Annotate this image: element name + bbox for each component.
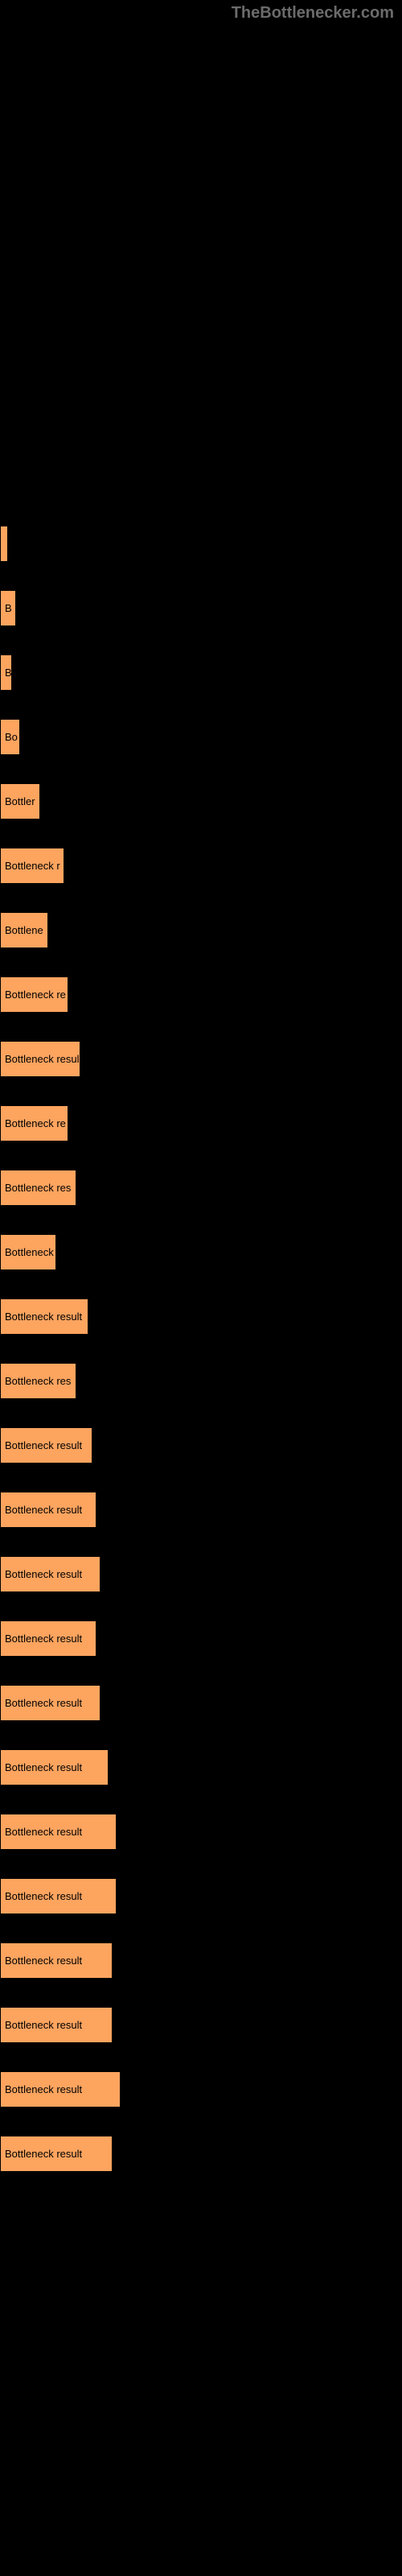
- bar-row: Bottleneck result: [0, 1749, 402, 1785]
- bar-row: Bottleneck re: [0, 1105, 402, 1141]
- bar-row: Bottleneck: [0, 1234, 402, 1270]
- bar: Bottleneck r: [0, 848, 64, 884]
- bar: Bottleneck res: [0, 1363, 76, 1399]
- bar: Bottleneck result: [0, 2007, 113, 2043]
- bar-chart: BB Bo Bottler Bottleneck r Bottlene Bottlenec…: [0, 518, 402, 2208]
- bar: Bottlene: [0, 912, 48, 948]
- bar-row: Bottleneck result: [0, 2136, 402, 2172]
- bar-row: Bottler: [0, 783, 402, 819]
- bar-row: Bottleneck result: [0, 1878, 402, 1914]
- bar-row: Bottleneck resul: [0, 1041, 402, 1077]
- bar-row: Bottleneck result: [0, 1556, 402, 1592]
- bar: Bottleneck resul: [0, 1041, 80, 1077]
- bar: Bottleneck result: [0, 1878, 117, 1914]
- bar: [0, 526, 8, 562]
- bar: B: [0, 590, 16, 626]
- bar: Bottleneck result: [0, 1492, 96, 1528]
- bar-row: [0, 526, 402, 562]
- bar-row: Bottleneck result: [0, 1298, 402, 1335]
- bar: Bottleneck re: [0, 1105, 68, 1141]
- bar-row: Bottleneck result: [0, 2071, 402, 2107]
- bar-row: Bottleneck res: [0, 1363, 402, 1399]
- bar: Bottleneck: [0, 1234, 56, 1270]
- bar: Bottleneck result: [0, 2071, 121, 2107]
- bar-row: B: [0, 590, 402, 626]
- bar-row: Bottleneck result: [0, 1492, 402, 1528]
- bar-row: Bottleneck result: [0, 1427, 402, 1463]
- bar: Bottleneck result: [0, 1814, 117, 1850]
- bar-row: Bo: [0, 719, 402, 755]
- bar-row: B: [0, 654, 402, 691]
- bar: Bo: [0, 719, 20, 755]
- bar: Bottleneck result: [0, 1685, 100, 1721]
- watermark: TheBottlenecker.com: [0, 0, 402, 27]
- bar-row: Bottleneck result: [0, 1814, 402, 1850]
- bar-row: Bottleneck res: [0, 1170, 402, 1206]
- bar-row: Bottleneck result: [0, 2007, 402, 2043]
- bar-row: Bottleneck re: [0, 976, 402, 1013]
- bar-row: Bottleneck result: [0, 1942, 402, 1979]
- bar: Bottleneck result: [0, 1427, 92, 1463]
- bar-row: Bottleneck r: [0, 848, 402, 884]
- bar-row: Bottleneck result: [0, 1685, 402, 1721]
- bar-row: Bottlene: [0, 912, 402, 948]
- bar: Bottleneck res: [0, 1170, 76, 1206]
- bar: Bottleneck result: [0, 1556, 100, 1592]
- bar: Bottleneck result: [0, 2136, 113, 2172]
- bar: Bottleneck result: [0, 1942, 113, 1979]
- bar: Bottleneck result: [0, 1298, 88, 1335]
- bar: Bottleneck result: [0, 1749, 109, 1785]
- bar: Bottleneck result: [0, 1620, 96, 1657]
- bar: B: [0, 654, 12, 691]
- bar: Bottleneck re: [0, 976, 68, 1013]
- bar-row: Bottleneck result: [0, 1620, 402, 1657]
- bar: Bottler: [0, 783, 40, 819]
